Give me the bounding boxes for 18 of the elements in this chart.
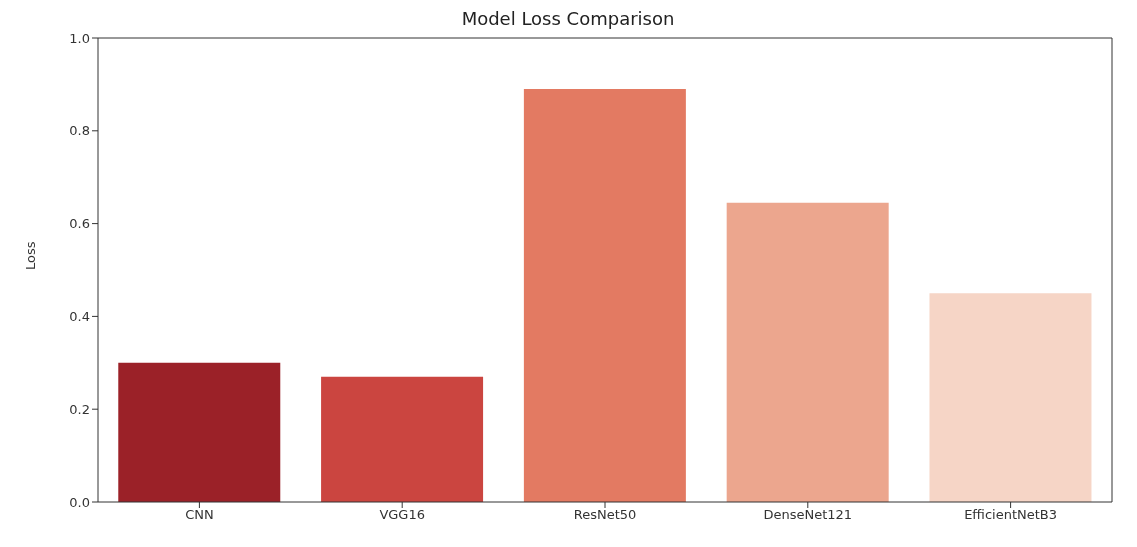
y-tick-label: 0.6: [69, 216, 90, 232]
x-tick-label: VGG16: [379, 507, 425, 523]
bar: [929, 293, 1092, 502]
x-tick-label: EfficientNetB3: [964, 507, 1058, 523]
y-axis-title: Loss: [22, 241, 38, 270]
y-tick-label: 0.0: [69, 494, 90, 510]
bar: [118, 362, 281, 502]
bar: [321, 376, 484, 502]
x-tick-label: ResNet50: [573, 507, 637, 523]
bar: [726, 202, 889, 502]
y-tick-label: 0.4: [69, 309, 90, 325]
x-tick-label: DenseNet121: [763, 507, 853, 523]
chart-title: Model Loss Comparison: [460, 8, 676, 31]
x-tick-label: CNN: [185, 507, 214, 523]
y-tick-label: 0.2: [69, 401, 90, 417]
y-tick-label: 0.8: [69, 123, 90, 139]
y-tick-label: 1.0: [69, 30, 90, 46]
bar: [523, 89, 686, 502]
